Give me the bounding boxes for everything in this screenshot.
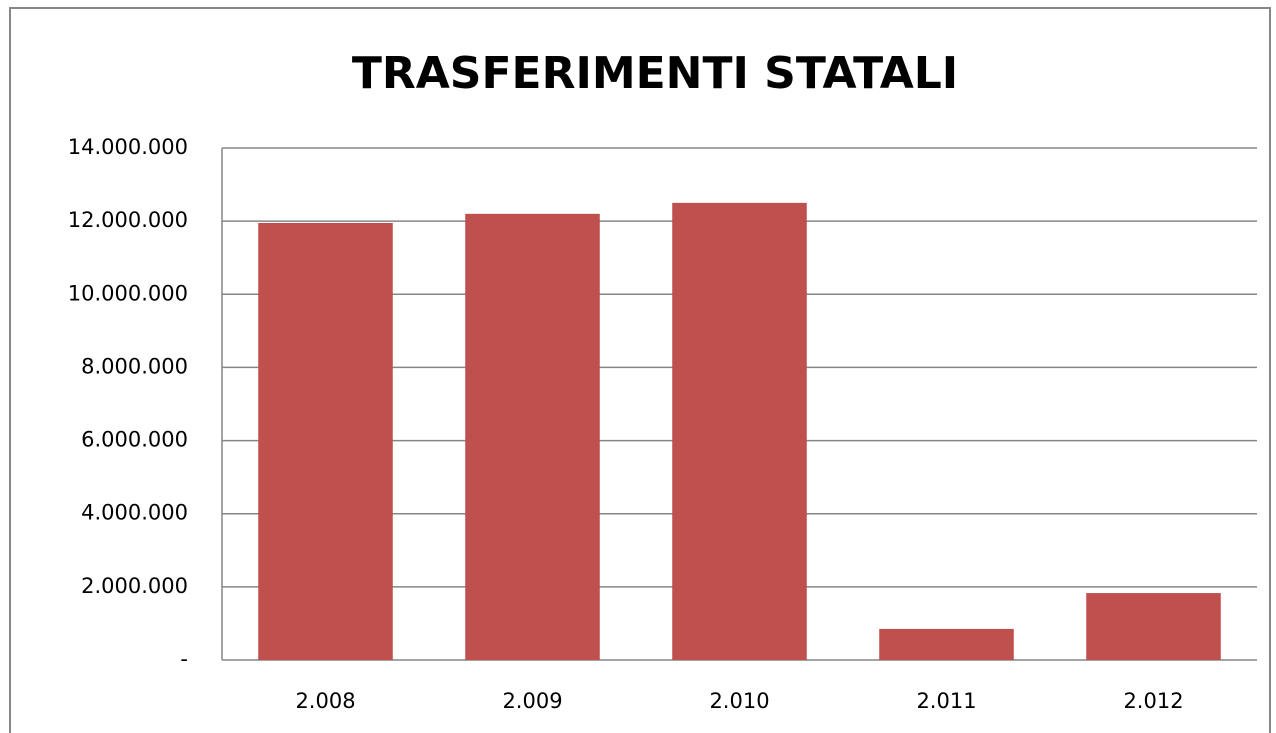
x-tick-label: 2.010 [709,689,769,713]
bar [879,628,1014,660]
bar [1086,593,1221,660]
bar [672,202,807,660]
x-tick-label: 2.012 [1123,689,1183,713]
x-tick-label: 2.009 [502,689,562,713]
chart-border [9,7,1271,733]
x-tick-label: 2.008 [295,689,355,713]
bar [258,222,393,660]
y-tick-label: 2.000.000 [81,574,188,598]
bar [465,213,600,661]
y-tick-label: 10.000.000 [68,281,188,305]
y-tick-label: 12.000.000 [68,208,188,232]
y-tick-label: 8.000.000 [81,354,188,378]
y-tick-label: - [180,647,188,671]
chart-title: TRASFERIMENTI STATALI [352,48,958,99]
y-tick-label: 4.000.000 [81,501,188,525]
y-tick-label: 14.000.000 [68,135,188,159]
x-tick-label: 2.011 [916,689,976,713]
y-tick-label: 6.000.000 [81,428,188,452]
